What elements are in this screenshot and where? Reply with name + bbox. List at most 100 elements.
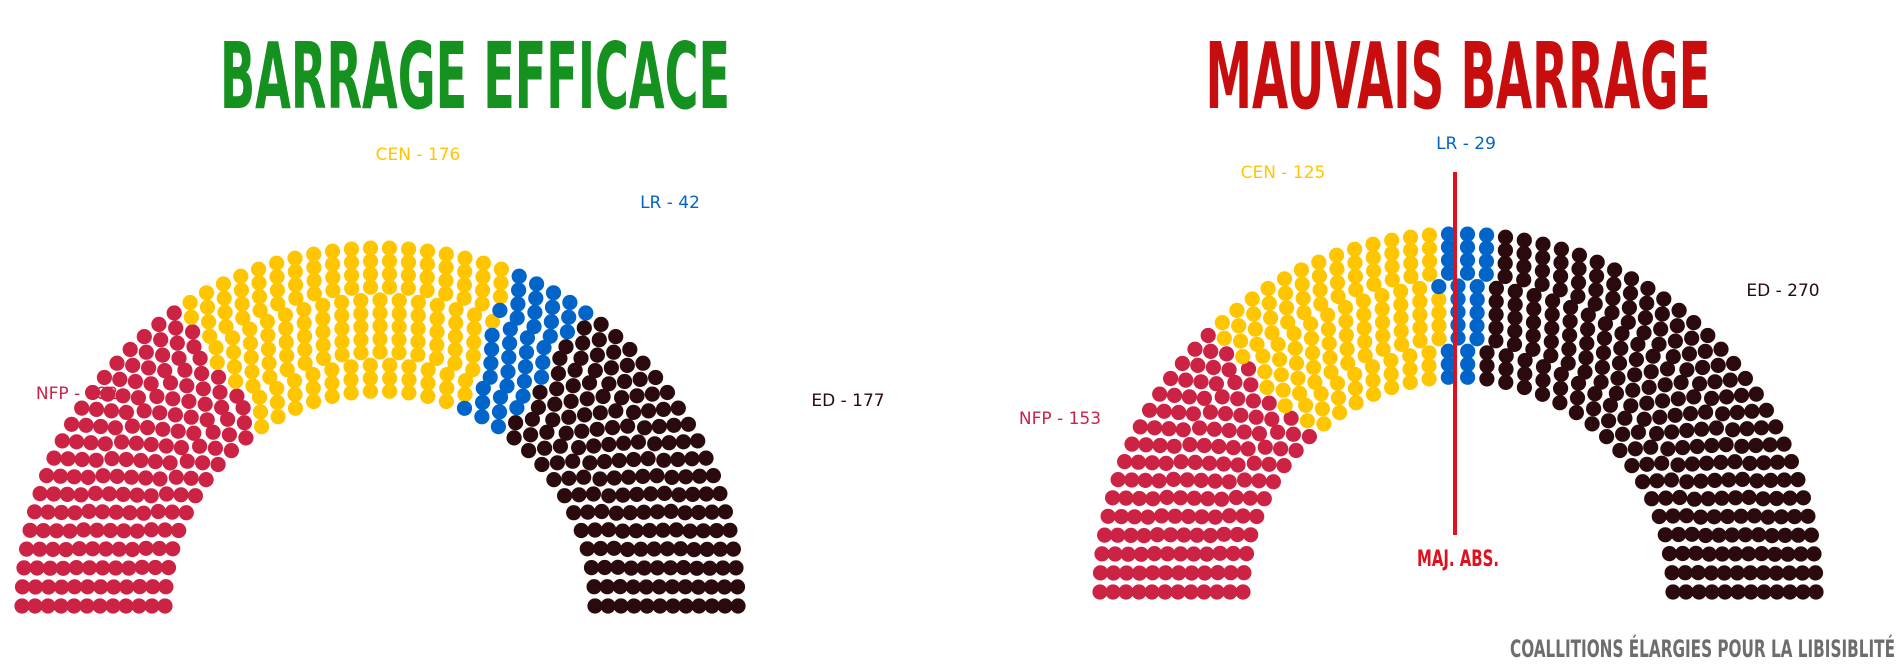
seat-cen xyxy=(1366,276,1382,292)
seat-ed xyxy=(1726,355,1742,372)
seat-ed xyxy=(1535,359,1552,375)
seat-cen xyxy=(467,307,483,323)
seat-cen xyxy=(457,264,473,280)
seat-cen xyxy=(1356,320,1372,336)
seat-cen xyxy=(391,345,407,361)
seat-ed xyxy=(530,399,547,415)
seat-ed xyxy=(600,598,616,614)
seat-ed xyxy=(1670,391,1686,407)
seat-ed xyxy=(1684,456,1700,472)
seat-ed xyxy=(606,470,622,486)
seat-cen xyxy=(208,340,224,356)
seat-ed xyxy=(1587,296,1603,312)
seat-ed xyxy=(1525,341,1541,357)
seat-ed xyxy=(712,486,728,502)
seat-cen xyxy=(243,349,259,365)
seat-ed xyxy=(611,452,627,469)
seat-ed xyxy=(1710,357,1726,373)
seat-nfp xyxy=(104,451,120,467)
seat-cen xyxy=(1412,307,1428,323)
seat-ed xyxy=(1645,348,1661,364)
seat-nfp xyxy=(139,420,156,436)
seat-cen xyxy=(362,357,378,373)
seat-ed xyxy=(1719,389,1735,405)
seat-cen xyxy=(493,261,509,277)
seat-cen xyxy=(1412,333,1428,349)
seat-ed xyxy=(1594,359,1610,375)
seat-ed xyxy=(613,598,629,614)
seat-ed xyxy=(549,381,565,397)
seat-ed xyxy=(1748,386,1764,402)
seat-lr xyxy=(1469,279,1485,295)
seat-ed xyxy=(1623,271,1640,287)
seat-nfp xyxy=(158,438,174,454)
seat-lr xyxy=(491,404,508,420)
seat-nfp xyxy=(59,486,75,502)
seat-cen xyxy=(252,302,268,318)
seat-nfp xyxy=(1192,420,1208,436)
seat-nfp xyxy=(155,347,171,363)
seat-ed xyxy=(1497,229,1514,245)
seat-cen xyxy=(382,357,398,373)
seat-cen xyxy=(288,290,304,306)
seat-nfp xyxy=(199,412,215,428)
seat-lr xyxy=(1459,252,1476,268)
seat-cen xyxy=(306,286,322,302)
seat-ed xyxy=(622,341,638,358)
seat-ed xyxy=(628,523,644,539)
seat-cen xyxy=(1421,227,1437,243)
seat-nfp xyxy=(212,384,228,400)
seat-ed xyxy=(1479,345,1495,361)
seat-ed xyxy=(1543,334,1559,350)
seat-cen xyxy=(262,369,278,385)
seat-lr xyxy=(1478,253,1494,269)
seat-ed xyxy=(1571,247,1587,263)
seat-nfp xyxy=(54,433,70,449)
seat-nfp xyxy=(26,504,43,520)
seat-cen xyxy=(233,268,249,284)
seat-ed xyxy=(565,453,581,469)
seat-nfp xyxy=(22,522,38,538)
seat-ed xyxy=(636,504,652,520)
seat-ed xyxy=(1630,336,1646,352)
seat-nfp xyxy=(1221,508,1237,524)
seat-cen xyxy=(1347,366,1363,382)
seat-ed xyxy=(1733,508,1749,524)
seat-cen xyxy=(279,348,295,364)
seat-nfp xyxy=(183,470,199,486)
seat-cen xyxy=(1431,331,1447,347)
seat-ed xyxy=(626,404,642,420)
seat-ed xyxy=(1589,254,1605,270)
seat-nfp xyxy=(108,560,124,576)
seat-cen xyxy=(1272,351,1288,368)
seat-nfp xyxy=(183,409,199,425)
seat-cen xyxy=(429,324,445,340)
seat-nfp xyxy=(89,522,105,538)
seat-nfp xyxy=(1264,411,1280,427)
seat-ed xyxy=(583,560,600,576)
seat-nfp xyxy=(16,560,32,576)
seat-ed xyxy=(629,486,645,502)
seat-ed xyxy=(1608,385,1624,401)
seat-ed xyxy=(1781,565,1798,581)
seat-ed xyxy=(571,440,587,456)
seat-nfp xyxy=(1257,439,1273,455)
seat-nfp xyxy=(1124,472,1140,488)
seat-cen xyxy=(296,328,313,344)
seat-ed xyxy=(1570,288,1586,304)
seat-ed xyxy=(1787,508,1803,525)
seat-nfp xyxy=(85,541,101,557)
seat-cen xyxy=(1374,288,1390,304)
seat-nfp xyxy=(1219,346,1235,362)
seat-ed xyxy=(690,433,706,449)
seat-nfp xyxy=(235,400,251,416)
seat-cen xyxy=(1311,254,1327,270)
seat-cen xyxy=(1384,259,1400,275)
seat-ed xyxy=(649,504,666,520)
seat-nfp xyxy=(128,435,144,451)
seat-cen xyxy=(1339,341,1355,357)
seat-nfp xyxy=(1179,472,1195,488)
seat-nfp xyxy=(145,579,161,595)
seat-cen xyxy=(401,359,417,375)
seat-ed xyxy=(1727,454,1743,470)
